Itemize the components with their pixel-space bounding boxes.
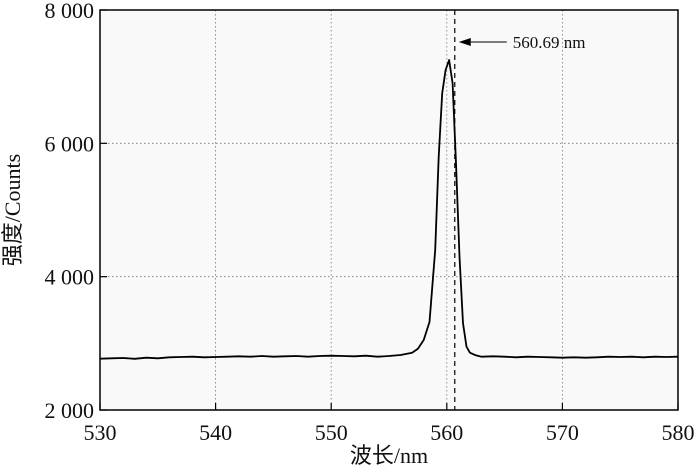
annotation-arrow-head [458,38,471,46]
y-tick-labels: 2 000 4 000 6 000 8 000 [45,0,95,423]
y-tick-label: 2 000 [45,398,95,423]
x-tick-label: 540 [199,420,232,445]
x-tick-label: 560 [430,420,463,445]
spectrum-line [99,59,679,360]
axis-ticks [99,9,679,411]
x-tick-label: 530 [84,420,117,445]
x-tick-labels: 530 540 550 560 570 580 [84,420,695,445]
x-tick-label: 570 [546,420,579,445]
peak-annotation: 560.69 nm [458,33,586,52]
grid-lines [100,10,678,410]
plot-frame [99,9,679,411]
plot-background [100,10,678,410]
y-tick-label: 8 000 [45,0,95,23]
x-axis-title: 波长/nm [350,443,428,468]
y-axis-title: 强度/Counts [0,154,25,266]
x-tick-label: 550 [315,420,348,445]
y-tick-label: 4 000 [45,265,95,290]
y-tick-label: 6 000 [45,131,95,156]
annotation-label: 560.69 nm [513,33,586,52]
x-tick-label: 580 [662,420,695,445]
